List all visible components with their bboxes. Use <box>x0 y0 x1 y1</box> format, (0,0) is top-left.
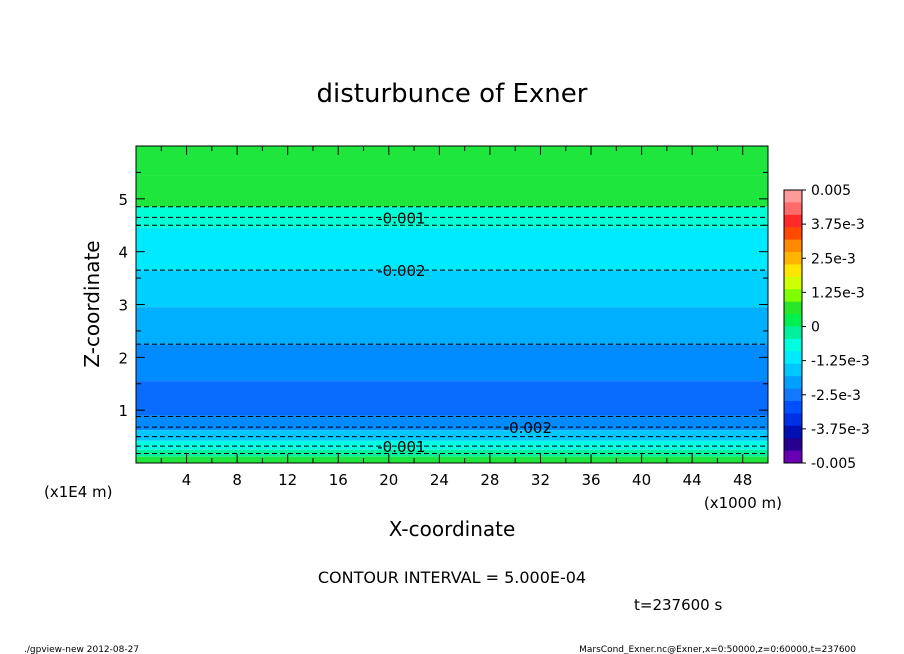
y-axis-unit: (x1E4 m) <box>44 483 113 501</box>
band-5 <box>136 307 768 345</box>
colorbar-label-3: 1.25e-3 <box>811 285 865 301</box>
colorbar-segment-3 <box>784 227 802 241</box>
x-tick-label-5: 24 <box>430 471 449 489</box>
contour-label-8: -0.001 <box>377 438 425 456</box>
x-tick-label-0: 4 <box>182 471 192 489</box>
band-7 <box>136 381 768 416</box>
colorbar-segment-4 <box>784 239 802 253</box>
colorbar-segment-17 <box>784 400 802 414</box>
colorbar-label-6: -2.5e-3 <box>811 388 861 404</box>
contour-label-6: -0.002 <box>504 419 552 437</box>
time-label: t=237600 s <box>634 596 722 614</box>
footer-left: ./gpview-new 2012-08-27 <box>24 645 139 654</box>
band-0 <box>136 146 768 176</box>
band-6 <box>136 344 768 382</box>
colorbar-segment-7 <box>784 276 802 290</box>
y-tick-label-4: 5 <box>118 191 128 209</box>
y-tick-label-3: 4 <box>118 244 128 262</box>
colorbar-segment-16 <box>784 388 802 402</box>
x-tick-label-4: 20 <box>379 471 398 489</box>
colorbar: 0.005 3.75e-3 2.5e-3 1.25e-3 0 -1.25e-3 -2.5e-… <box>783 183 870 472</box>
x-tick-label-6: 28 <box>480 471 499 489</box>
colorbar-segment-14 <box>784 363 802 377</box>
x-tick-label-1: 8 <box>232 471 242 489</box>
band-8 <box>136 415 768 431</box>
y-axis: 1 2 3 4 5 <box>118 171 768 438</box>
colorbar-segment-6 <box>784 264 802 278</box>
x-tick-label-3: 16 <box>329 471 348 489</box>
colorbar-segment-19 <box>784 425 802 439</box>
x-tick-label-8: 36 <box>581 471 600 489</box>
colorbar-segment-2 <box>784 214 802 228</box>
band-9 <box>136 430 768 441</box>
band-3 <box>136 227 768 271</box>
colorbar-segment-20 <box>784 438 802 452</box>
contour-label-3: -0.002 <box>377 262 425 280</box>
x-tick-label-10: 44 <box>683 471 702 489</box>
colorbar-label-4: 0 <box>811 320 820 336</box>
colorbar-segment-9 <box>784 301 802 315</box>
x-tick-label-9: 40 <box>632 471 651 489</box>
colorbar-segment-15 <box>784 376 802 390</box>
x-tick-label-7: 32 <box>531 471 550 489</box>
x-axis-label: X-coordinate <box>389 517 516 541</box>
plot-area <box>136 146 768 463</box>
colorbar-segment-5 <box>784 252 802 265</box>
colorbar-segment-10 <box>784 314 802 327</box>
footer-right: MarsCond_Exner.nc@Exner,x=0:50000,z=0:60… <box>579 645 856 654</box>
band-12 <box>136 456 768 463</box>
colorbar-segment-0 <box>784 190 802 203</box>
colorbar-label-1: 3.75e-3 <box>811 217 865 233</box>
chart-title: disturbunce of Exner <box>317 79 588 109</box>
colorbar-segment-18 <box>784 413 802 427</box>
colorbar-segment-11 <box>784 326 802 340</box>
colorbar-label-7: -3.75e-3 <box>811 422 870 438</box>
contour-interval: CONTOUR INTERVAL = 5.000E-04 <box>318 568 586 587</box>
y-axis-label: Z-coordinate <box>80 240 104 367</box>
colorbar-segment-8 <box>784 289 802 303</box>
x-axis-unit: (x1000 m) <box>704 494 782 512</box>
colorbar-label-0: 0.005 <box>811 183 851 199</box>
x-tick-label-2: 12 <box>278 471 297 489</box>
colorbar-label-5: -1.25e-3 <box>811 354 870 370</box>
contour-label-1: -0.001 <box>377 209 425 227</box>
y-tick-label-1: 2 <box>118 349 128 367</box>
colorbar-segment-13 <box>784 351 802 365</box>
colorbar-segment-21 <box>784 450 802 464</box>
band-1 <box>136 175 768 207</box>
colorbar-label-2: 2.5e-3 <box>811 251 856 267</box>
x-tick-label-11: 48 <box>733 471 752 489</box>
band-4 <box>136 270 768 308</box>
y-tick-label-0: 1 <box>118 402 128 420</box>
colorbar-segment-1 <box>784 202 802 216</box>
colorbar-label-8: -0.005 <box>811 456 856 472</box>
band-10 <box>136 440 768 450</box>
contour-lines: -0.001 -0.002 -0.002 -0.001 <box>136 206 768 456</box>
colorbar-segment-12 <box>784 338 802 352</box>
x-axis: 4 8 12 16 20 24 28 32 36 40 44 48 <box>160 146 752 489</box>
y-tick-label-2: 3 <box>118 297 128 315</box>
